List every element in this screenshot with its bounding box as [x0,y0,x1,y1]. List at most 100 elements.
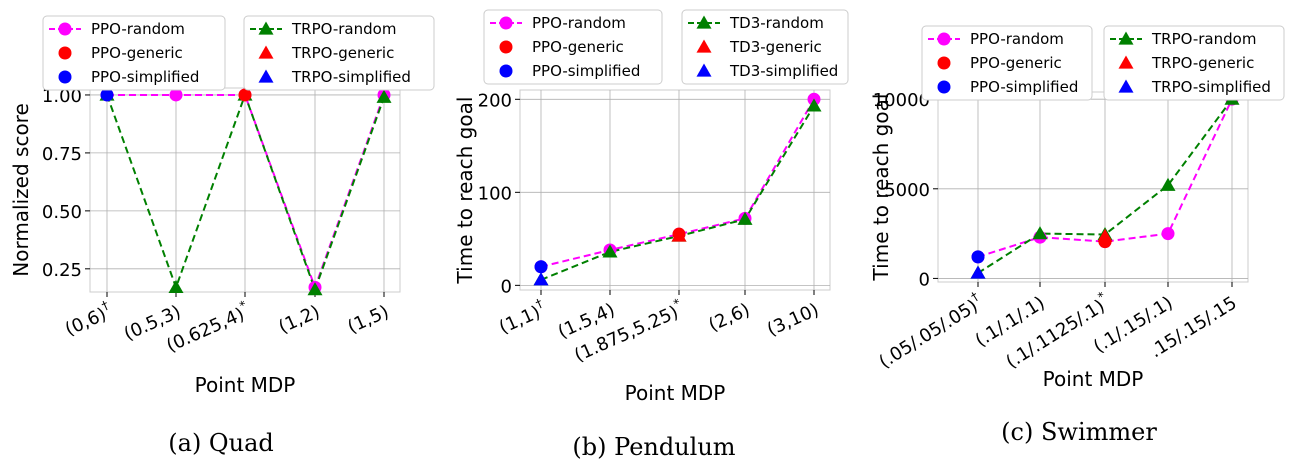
data-point-td3-random [737,211,753,225]
series-line-trpo-random [106,91,385,293]
legend-marker [58,22,72,36]
legend-label: TRPO-generic [1151,54,1254,72]
plot-area [937,91,1249,283]
x-tick-mark: * [1095,289,1108,304]
data-point-trpo-random [168,279,184,293]
legend-marker [937,80,951,94]
series-line-ppo-random [540,98,815,268]
caption-quad: (a) Quad [168,429,273,457]
data-point-trpo-simplified [970,265,986,279]
legend-label: TD3-simplified [729,62,838,80]
data-point-trpo-random [376,89,392,103]
data-point-trpo-random [1160,177,1176,191]
data-point-td3-random [806,98,822,112]
legend-label: TRPO-random [1151,30,1256,48]
y-tick-label: 5000 [884,180,930,201]
legend-marker [258,69,274,83]
legend-marker [499,16,513,30]
legend-box [243,15,435,91]
legend-label: TRPO-simplified [291,68,411,86]
data-point-trpo-random [1032,226,1048,240]
legend-label: TD3-generic [729,38,822,56]
x-tick-label: (1,5) [345,301,393,338]
y-tick-label: 0.75 [42,144,82,165]
y-tick-label: 0 [919,269,930,290]
legend-label: PPO-simplified [532,62,640,80]
legend-marker [1118,31,1134,45]
x-tick-mark: † [968,289,981,304]
data-point-ppo-random [169,88,183,102]
legend-marker [58,70,72,84]
x-axis-label: Point MDP [1043,367,1144,391]
data-point-ppo-simplified [534,260,548,274]
legend-marker [1118,55,1134,69]
data-point-td3-random [602,244,618,258]
data-point-trpo-generic [1097,228,1113,242]
data-point-ppo-generic [238,88,252,102]
legend-marker [937,56,951,70]
legend-label: PPO-random [970,30,1064,48]
legend-marker [696,63,712,77]
legend-marker [499,40,513,54]
legend-label: PPO-generic [970,54,1062,72]
legend-marker [258,21,274,35]
chart-quad: 0.250.500.751.00(0,6)† (0.5,3)(0.625,4)*(… [9,15,435,397]
y-tick-label: 0.25 [42,260,82,281]
legend-label: PPO-simplified [91,68,199,86]
data-point-ppo-simplified [100,88,114,102]
legend-label: TRPO-random [291,20,396,38]
y-tick-label: 1.00 [42,86,82,107]
y-axis-label: Time to reach goal [869,94,893,282]
legend-label: TRPO-generic [291,44,394,62]
legend-box [681,9,849,85]
x-axis-label: Point MDP [625,381,726,405]
legend-label: PPO-generic [91,44,183,62]
legend-marker [937,32,951,46]
y-tick-label: 0 [501,276,512,297]
data-point-ppo-random [1161,227,1175,241]
plot-area [519,89,831,291]
data-point-td3-generic [671,228,687,242]
y-axis-label: Normalized score [9,103,33,277]
series-line-td3-random [540,105,815,281]
x-tick-label: (0,6)† [60,298,115,341]
x-tick-mark: * [237,298,248,313]
x-tick-label: (3,10) [764,299,822,340]
legend-label: PPO-random [532,14,626,32]
series-line-ppo-random [107,93,385,291]
legend-label: PPO-simplified [970,78,1078,96]
data-point-trpo-random [307,282,323,296]
x-tick-label: (1,2) [276,301,324,338]
y-tick-label: 10000 [873,90,930,111]
data-point-ppo-simplified [971,250,985,264]
legend-marker [58,46,72,60]
x-tick-label: (.05/.05/.05)† [873,289,986,373]
legend-box [1103,25,1285,101]
x-tick-label: (1,1)† [494,296,549,339]
legend-box [483,9,663,85]
data-point-td3-simplified [533,272,549,286]
chart-swimmer: 0500010000(.05/.05/.05)†(.1/.1/.1)(.1/.1… [869,25,1285,391]
legend-label: TRPO-simplified [1151,78,1271,96]
legend-label: PPO-random [91,20,185,38]
caption-pendulum: (b) Pendulum [572,433,735,461]
y-tick-label: 200 [478,90,512,111]
legend-marker [258,45,274,59]
y-tick-label: 100 [478,183,512,204]
x-tick-mark: † [99,298,110,313]
legend-box [921,25,1093,101]
legend-marker [696,15,712,29]
legend-marker [499,64,513,78]
legend-box [42,15,226,91]
x-tick-mark: * [671,296,682,311]
x-axis-label: Point MDP [195,373,296,397]
legend-marker [696,39,712,53]
legend-label: TD3-random [729,14,824,32]
caption-swimmer: (c) Swimmer [1001,418,1157,446]
y-tick-label: 0.50 [42,202,82,223]
x-tick-label: (2,6) [706,299,754,336]
legend-marker [1118,79,1134,93]
x-tick-label: (.1/.1125/.1)* [1000,289,1113,373]
